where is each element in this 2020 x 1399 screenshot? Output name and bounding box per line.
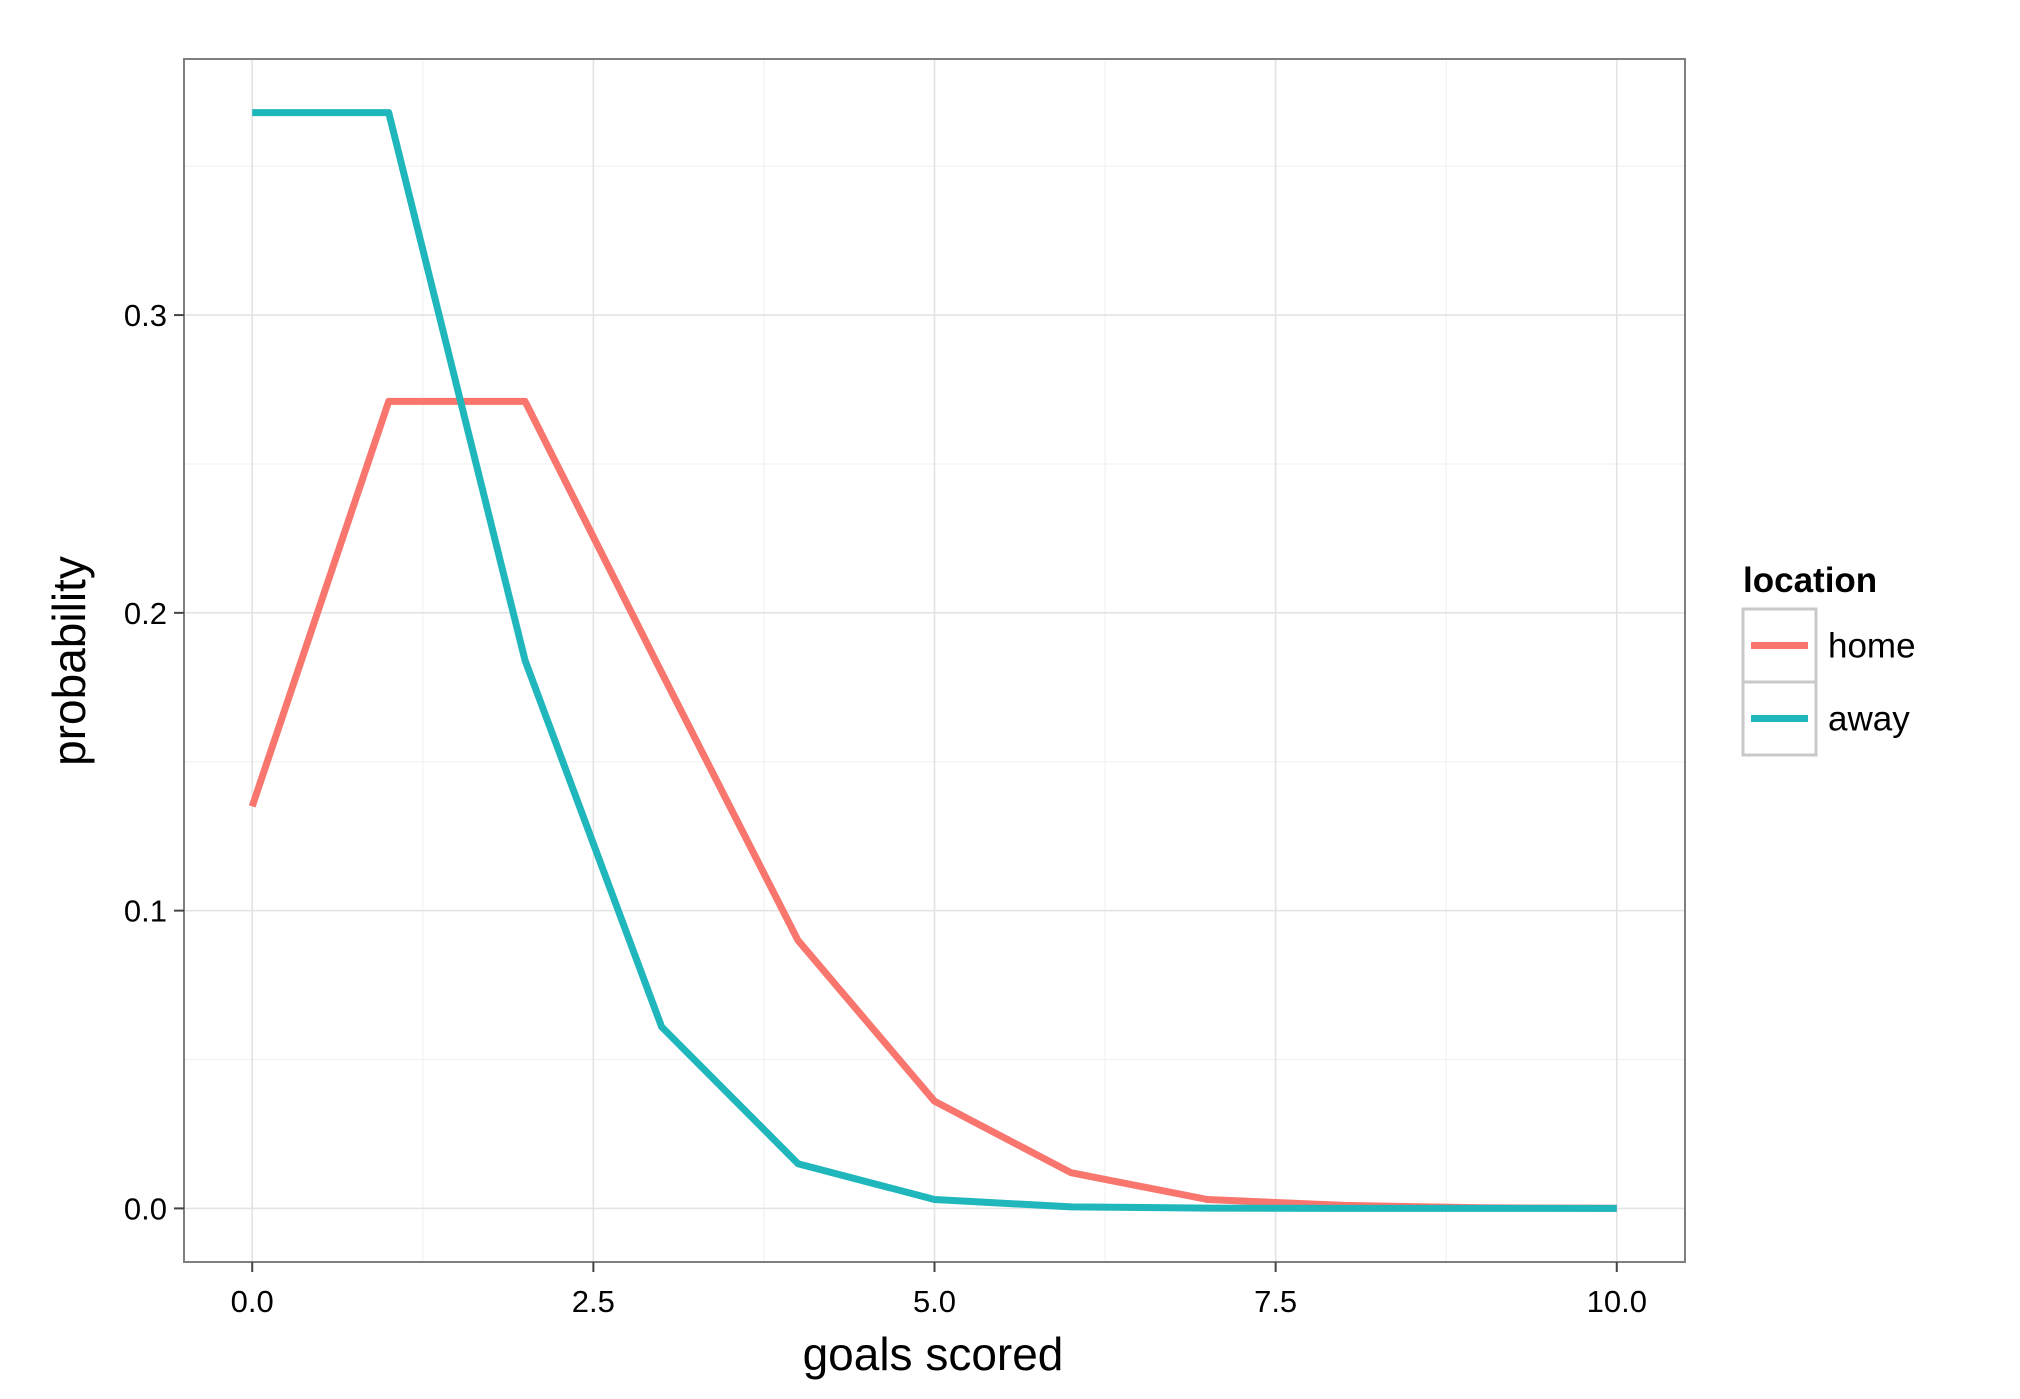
legend-items: home away bbox=[1741, 607, 1916, 757]
y-tick-label: 0.1 bbox=[124, 894, 167, 929]
series-line-away bbox=[252, 109, 1617, 1212]
x-axis-title: goals scored bbox=[803, 1328, 1064, 1380]
y-tick-label: 0.3 bbox=[124, 298, 167, 333]
y-tick-label: 0.0 bbox=[124, 1191, 167, 1226]
x-tick-label: 0.0 bbox=[231, 1284, 274, 1319]
x-tick-label: 7.5 bbox=[1254, 1284, 1297, 1319]
y-axis-title: probability bbox=[43, 556, 95, 766]
data-series bbox=[248, 109, 1617, 1212]
grid-lines bbox=[184, 59, 1685, 1262]
legend: location home away bbox=[1741, 561, 1916, 757]
x-tick-label: 10.0 bbox=[1587, 1284, 1647, 1319]
x-tick-label: 5.0 bbox=[913, 1284, 956, 1319]
axes: 0.0 2.5 5.0 7.5 10.0 0.0 0.1 0.2 0.3 bbox=[124, 298, 1647, 1319]
y-tick-label: 0.2 bbox=[124, 596, 167, 631]
x-tick-label: 2.5 bbox=[572, 1284, 615, 1319]
legend-title: location bbox=[1743, 561, 1877, 600]
legend-label-home: home bbox=[1828, 627, 1916, 666]
legend-label-away: away bbox=[1828, 700, 1910, 739]
